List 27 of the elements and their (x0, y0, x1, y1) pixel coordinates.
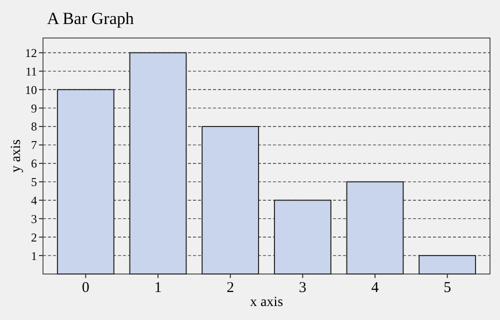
y-tick-label: 1 (31, 248, 37, 263)
bar (129, 52, 187, 274)
bar (274, 200, 332, 274)
y-tick-label: 9 (31, 101, 37, 116)
x-tick-label: 2 (226, 280, 234, 296)
x-tick-label: 0 (82, 280, 90, 296)
y-tick-label: 7 (31, 138, 37, 152)
x-tick-label: 4 (371, 280, 380, 296)
bar (418, 255, 476, 274)
y-tick-label: 12 (25, 46, 37, 60)
x-tick-label: 3 (298, 280, 306, 296)
chart-title: A Bar Graph (47, 9, 134, 28)
y-tick-label: 6 (31, 156, 37, 171)
bar (346, 181, 404, 274)
x-tick-label: 5 (444, 280, 452, 296)
x-tick-label: 1 (154, 280, 162, 296)
y-tick-label: 10 (25, 82, 37, 97)
y-tick-label: 8 (31, 120, 37, 134)
bar (56, 89, 114, 274)
x-axis-title: x axis (250, 295, 284, 310)
bar (202, 126, 260, 274)
y-tick-label: 4 (31, 193, 37, 208)
y-tick-label: 2 (31, 230, 37, 244)
y-tick-label: 3 (31, 212, 37, 226)
y-axis-title: y axis (9, 139, 24, 173)
y-tick-label: 11 (25, 64, 37, 78)
y-tick-label: 5 (31, 175, 37, 190)
